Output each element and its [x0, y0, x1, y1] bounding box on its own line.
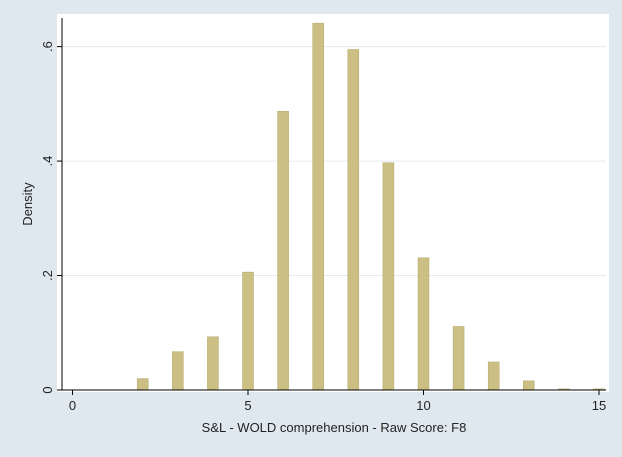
y-tick-label-1: .2 [40, 270, 55, 281]
x-tick-label-15: 15 [592, 398, 606, 413]
bar-4 [207, 336, 219, 391]
x-tick-label-5: 5 [244, 398, 251, 413]
bar-9 [382, 162, 395, 391]
y-tick-label-0: 0 [40, 386, 55, 393]
ticks: 0 5 10 15 0 .2 .4 .6 [40, 41, 606, 413]
y-tick-label-3: .6 [40, 41, 55, 52]
bar-6 [277, 111, 289, 391]
bar-13 [523, 380, 535, 391]
axes [61, 18, 606, 391]
bar-7 [312, 22, 324, 391]
y-tick-label-2: .4 [40, 156, 55, 167]
bar-11 [452, 326, 465, 391]
bar-3 [172, 351, 184, 391]
bar-10 [417, 257, 430, 391]
bar-12 [487, 361, 500, 391]
y-axis-label: Density [20, 182, 35, 226]
bar-5 [242, 271, 254, 391]
x-tick-label-0: 0 [69, 398, 76, 413]
bar-2 [136, 378, 149, 391]
bar-8 [347, 49, 360, 391]
grid-lines [62, 46, 606, 277]
plot-background [57, 14, 609, 392]
x-axis-label: S&L - WOLD comprehension - Raw Score: F8 [202, 420, 467, 435]
x-tick-label-10: 10 [416, 398, 430, 413]
